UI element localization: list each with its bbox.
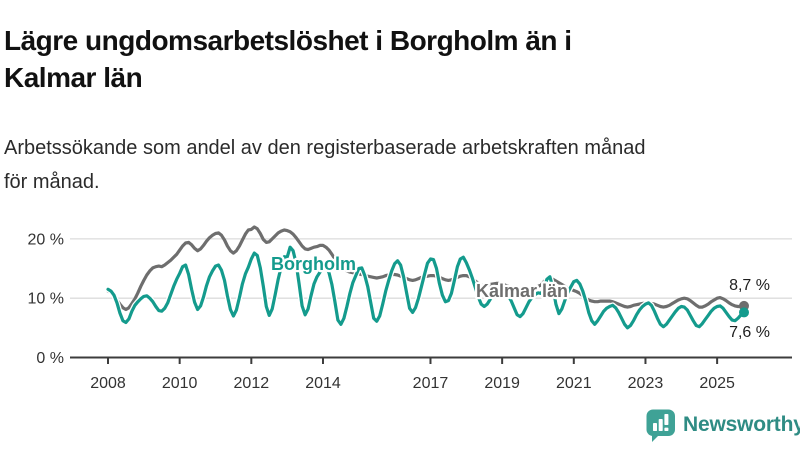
x-axis-label: 2014 (305, 375, 341, 392)
x-axis-label: 2012 (234, 375, 270, 392)
y-axis-label: 0 % (36, 350, 64, 367)
y-axis-label: 20 % (28, 231, 64, 248)
borgholm-line (106, 245, 746, 330)
newsworthy-bubble-chart-icon (646, 409, 675, 442)
annotation-8,7-: 8,7 % (729, 277, 770, 294)
newsworthy-logo-text: Newsworthy (683, 413, 800, 436)
annotation-borgholm: Borgholm (271, 254, 356, 274)
y-axis-label: 10 % (28, 291, 64, 308)
borgholm-end-dot (739, 307, 749, 318)
x-axis-label: 2017 (413, 375, 449, 392)
chart-title: Lägre ungdomsarbetslöshet i Borgholm än … (4, 24, 572, 93)
x-axis-label: 2019 (484, 375, 520, 392)
annotation-kalmar-l-n: Kalmar län (476, 281, 568, 301)
x-axis-label: 2023 (628, 375, 664, 392)
chart-subtitle: Arbetssökande som andel av den registerb… (4, 137, 646, 193)
newsworthy-logo[interactable]: Newsworthy (646, 408, 800, 442)
x-axis-label: 2025 (699, 375, 735, 392)
x-axis-label: 2008 (90, 375, 126, 392)
annotation-7,6-: 7,6 % (729, 324, 770, 341)
borgholm-line-halo (105, 244, 747, 331)
x-axis-label: 2021 (556, 375, 592, 392)
x-axis-label: 2010 (162, 375, 198, 392)
